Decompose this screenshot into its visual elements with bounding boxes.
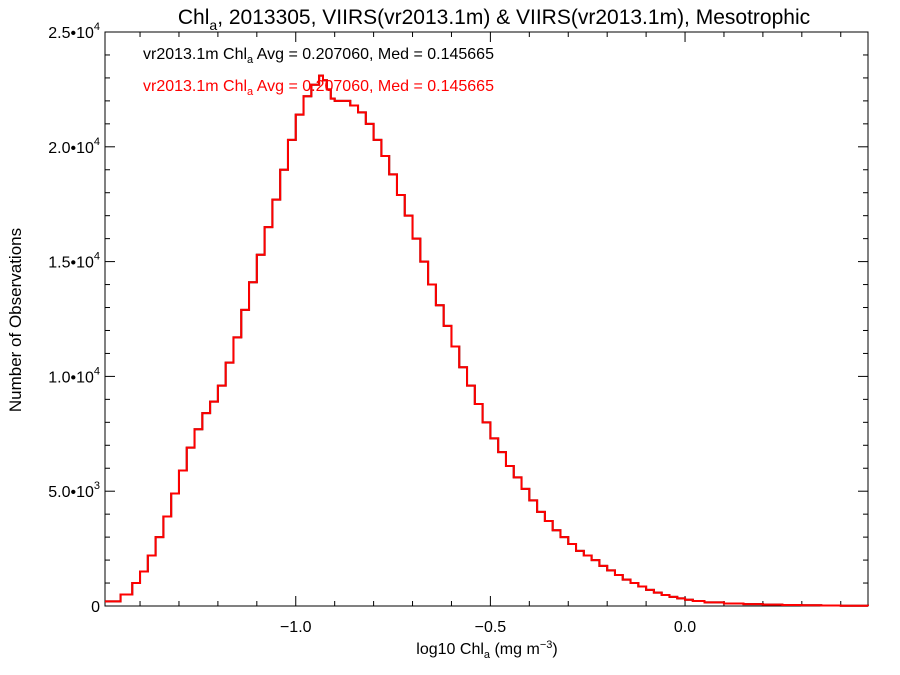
y-axis-label: Number of Observations [6,228,25,412]
y-tick-label-2: 1.0•104 [48,365,100,386]
chart-title: Chla, 2013305, VIIRS(vr2013.1m) & VIIRS(… [178,6,810,33]
x-axis-label: log10 Chla (mg m−3) [416,639,557,661]
y-tick-label-1: 5.0•103 [48,480,100,501]
x-tick-label-0: −1.0 [280,619,312,636]
x-tick-label-2: 0.0 [674,619,696,636]
series-line-1 [105,74,869,607]
plot-frame [104,31,869,607]
x-tick-label-1: −0.5 [475,619,507,636]
y-tick-label-4: 2.0•104 [48,136,100,157]
y-tick-label-5: 2.5•104 [48,21,100,42]
annotation-black: vr2013.1m Chla Avg = 0.207060, Med = 0.1… [143,46,494,66]
y-tick-label-0: 0 [91,599,100,616]
series-line-0 [105,74,869,607]
y-tick-label-3: 1.5•104 [48,251,100,272]
axis-ticks: −1.0 −0.5 0.0 0 5.0•103 1.0•104 1.5•104 2.0•104… [48,21,868,636]
series-layer [105,74,869,607]
annotation-red: vr2013.1m Chla Avg = 0.207060, Med = 0.1… [143,78,494,98]
